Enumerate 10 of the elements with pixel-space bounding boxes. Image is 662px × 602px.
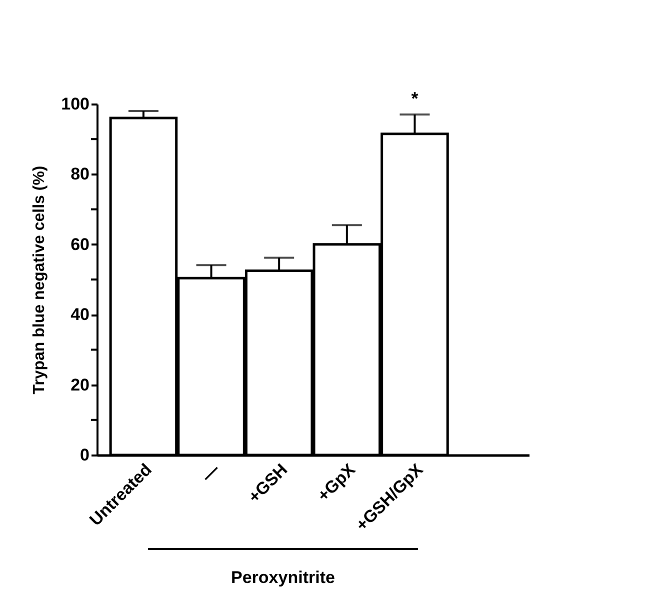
y-tick-label: 60 xyxy=(70,234,90,254)
y-tick-label: 20 xyxy=(70,375,90,394)
text: Peroxynitrite xyxy=(230,568,336,588)
y-tick-label: 0 xyxy=(80,446,90,464)
y-tick-label: 100 xyxy=(61,94,90,114)
y-tick-label: 40 xyxy=(70,305,90,324)
y-axis-title: Trypan blue negative cells (%) xyxy=(31,166,48,394)
annotation: * xyxy=(411,88,418,109)
x-tick-label: — xyxy=(198,460,224,486)
y-tick-label: 80 xyxy=(70,164,90,184)
